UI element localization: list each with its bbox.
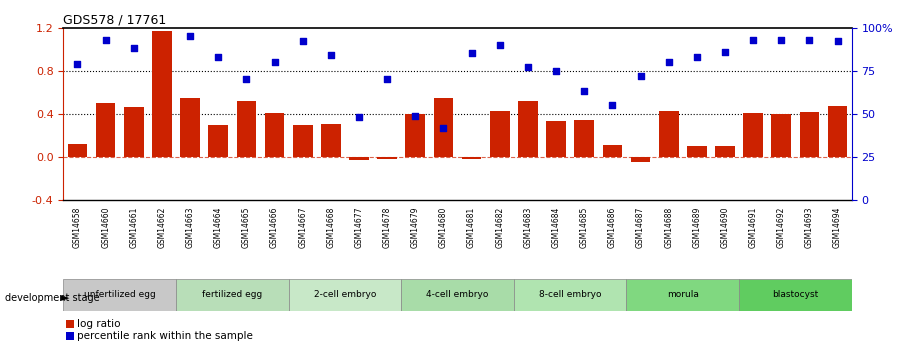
- Point: [127, 46, 141, 51]
- Point: [746, 37, 760, 42]
- Bar: [546, 121, 566, 157]
- Point: [99, 37, 113, 42]
- Bar: [739, 279, 852, 311]
- Bar: [800, 112, 819, 157]
- Point: [633, 73, 648, 79]
- Bar: [574, 120, 594, 157]
- Text: unfertilized egg: unfertilized egg: [84, 290, 156, 299]
- Bar: [631, 157, 651, 162]
- Bar: [96, 103, 115, 157]
- Point: [802, 37, 816, 42]
- Text: log ratio: log ratio: [77, 319, 120, 329]
- Point: [352, 115, 366, 120]
- Bar: [208, 125, 228, 157]
- Point: [549, 68, 564, 73]
- Bar: [406, 114, 425, 157]
- Text: GDS578 / 17761: GDS578 / 17761: [63, 13, 167, 27]
- Point: [493, 42, 507, 48]
- Bar: [687, 146, 707, 157]
- Bar: [514, 279, 626, 311]
- Text: 8-cell embryo: 8-cell embryo: [539, 290, 602, 299]
- Bar: [490, 111, 509, 157]
- Text: development stage: development stage: [5, 294, 99, 303]
- Bar: [68, 144, 87, 157]
- Point: [408, 113, 422, 118]
- Text: blastocyst: blastocyst: [772, 290, 818, 299]
- Point: [71, 61, 85, 67]
- Bar: [377, 157, 397, 159]
- Point: [830, 39, 844, 44]
- Point: [661, 59, 676, 65]
- Point: [605, 102, 620, 108]
- Bar: [176, 279, 289, 311]
- Point: [295, 39, 310, 44]
- Bar: [124, 107, 144, 157]
- Bar: [265, 113, 284, 157]
- Point: [267, 59, 282, 65]
- Bar: [828, 106, 847, 157]
- Bar: [602, 145, 622, 157]
- Bar: [152, 31, 172, 157]
- Point: [465, 51, 479, 56]
- Bar: [180, 98, 200, 157]
- Point: [239, 77, 254, 82]
- Bar: [462, 157, 481, 159]
- Bar: [743, 113, 763, 157]
- Bar: [321, 124, 341, 157]
- Bar: [518, 101, 538, 157]
- Point: [380, 77, 394, 82]
- Text: ►: ►: [61, 294, 69, 303]
- Text: 2-cell embryo: 2-cell embryo: [313, 290, 376, 299]
- Bar: [66, 332, 74, 340]
- Text: morula: morula: [667, 290, 699, 299]
- Point: [323, 52, 338, 58]
- Point: [774, 37, 788, 42]
- Point: [718, 49, 732, 55]
- Bar: [434, 98, 453, 157]
- Bar: [66, 320, 74, 328]
- Bar: [63, 279, 176, 311]
- Point: [183, 33, 198, 39]
- Text: percentile rank within the sample: percentile rank within the sample: [77, 331, 253, 341]
- Point: [521, 65, 535, 70]
- Bar: [293, 125, 313, 157]
- Bar: [289, 279, 401, 311]
- Bar: [715, 146, 735, 157]
- Point: [436, 125, 450, 130]
- Bar: [626, 279, 739, 311]
- Point: [689, 54, 704, 60]
- Bar: [401, 279, 514, 311]
- Bar: [236, 101, 256, 157]
- Text: fertilized egg: fertilized egg: [202, 290, 263, 299]
- Point: [577, 89, 592, 94]
- Bar: [349, 157, 369, 160]
- Bar: [659, 111, 679, 157]
- Bar: [771, 114, 791, 157]
- Point: [155, 0, 169, 4]
- Text: 4-cell embryo: 4-cell embryo: [427, 290, 488, 299]
- Point: [211, 54, 226, 60]
